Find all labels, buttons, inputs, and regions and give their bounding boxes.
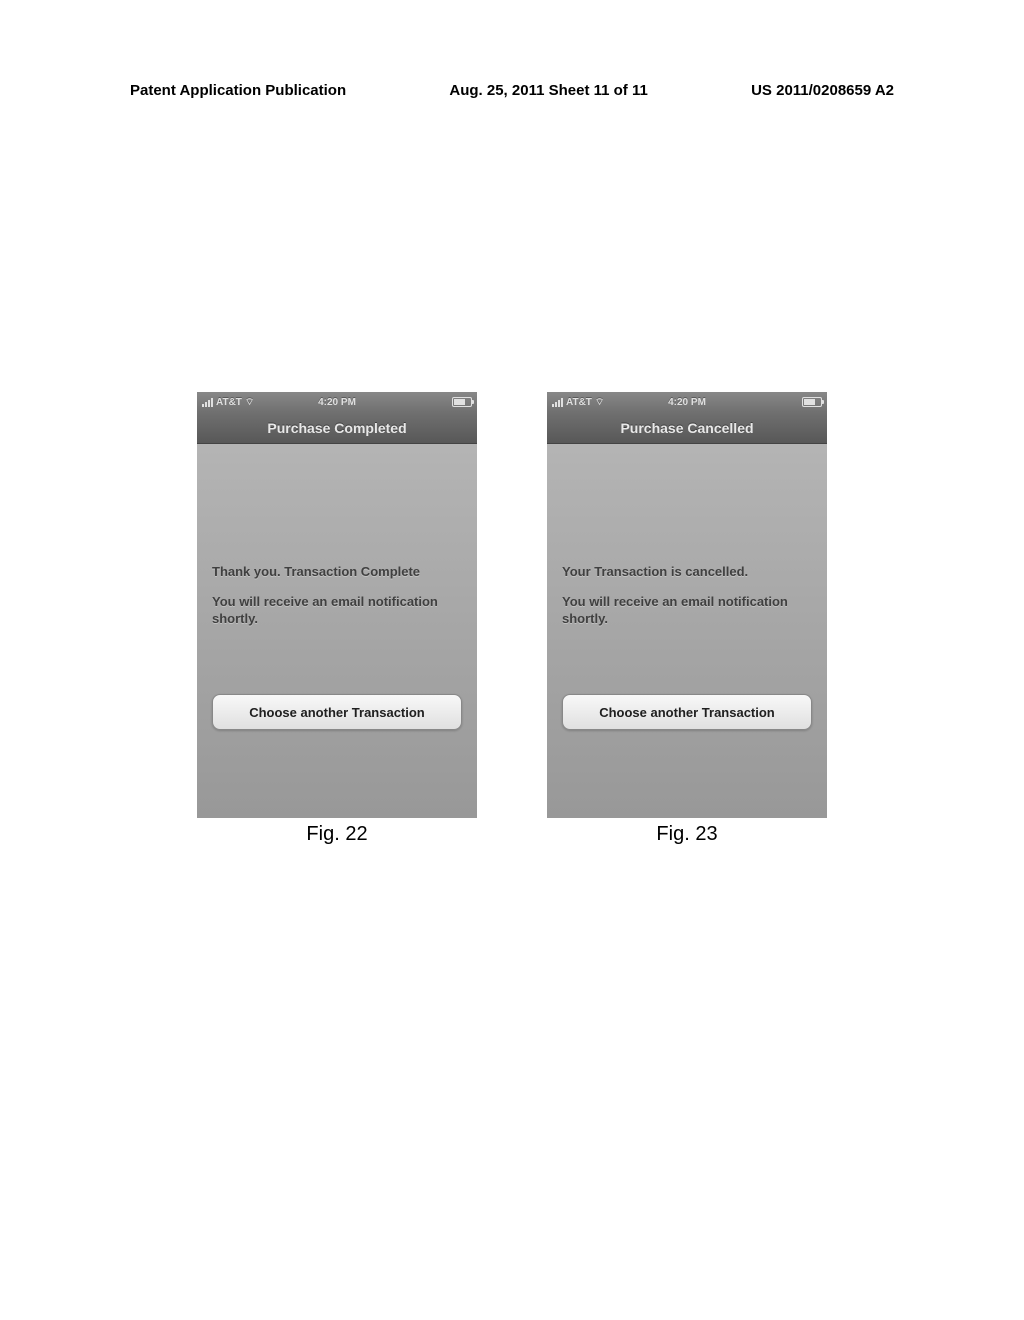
screen-wrapper-cancelled: AT&T ⌔ 4:20 PM Purchase Cancelled Your T… xyxy=(547,392,827,846)
carrier-label: AT&T xyxy=(216,397,242,408)
phone-screen-completed: AT&T ⌔ 4:20 PM Purchase Completed Thank … xyxy=(197,392,477,818)
content-area: Thank you. Transaction Complete You will… xyxy=(197,444,477,818)
carrier-label: AT&T xyxy=(566,397,592,408)
wifi-icon: ⌔ xyxy=(245,396,254,409)
message-secondary: You will receive an email notification s… xyxy=(212,594,462,628)
signal-icon xyxy=(552,398,563,407)
choose-transaction-button[interactable]: Choose another Transaction xyxy=(562,694,812,730)
message-primary: Your Transaction is cancelled. xyxy=(562,564,812,579)
figure-label: Fig. 23 xyxy=(656,823,717,846)
screen-wrapper-completed: AT&T ⌔ 4:20 PM Purchase Completed Thank … xyxy=(197,392,477,846)
message-secondary: You will receive an email notification s… xyxy=(562,594,812,628)
message-primary: Thank you. Transaction Complete xyxy=(212,564,462,579)
choose-transaction-button[interactable]: Choose another Transaction xyxy=(212,694,462,730)
status-right xyxy=(802,397,822,407)
time-label: 4:20 PM xyxy=(668,397,706,408)
sheet-number: Sheet 11 of 11 xyxy=(549,82,648,99)
status-left: AT&T ⌔ xyxy=(552,396,604,409)
publication-label: Patent Application Publication xyxy=(130,82,346,99)
status-left: AT&T ⌔ xyxy=(202,396,254,409)
status-bar: AT&T ⌔ 4:20 PM xyxy=(547,392,827,412)
content-area: Your Transaction is cancelled. You will … xyxy=(547,444,827,818)
wifi-icon: ⌔ xyxy=(595,396,604,409)
battery-icon xyxy=(452,397,472,407)
pub-date: Aug. 25, 2011 xyxy=(449,82,544,99)
battery-icon xyxy=(802,397,822,407)
status-right xyxy=(452,397,472,407)
screens-container: AT&T ⌔ 4:20 PM Purchase Completed Thank … xyxy=(0,392,1024,846)
title-bar: Purchase Cancelled xyxy=(547,412,827,444)
title-text: Purchase Completed xyxy=(267,420,406,436)
page-header: Patent Application Publication Aug. 25, … xyxy=(130,82,894,99)
title-text: Purchase Cancelled xyxy=(620,420,753,436)
date-sheet-label: Aug. 25, 2011 Sheet 11 of 11 xyxy=(449,82,647,99)
status-bar: AT&T ⌔ 4:20 PM xyxy=(197,392,477,412)
figure-label: Fig. 22 xyxy=(306,823,367,846)
time-label: 4:20 PM xyxy=(318,397,356,408)
phone-screen-cancelled: AT&T ⌔ 4:20 PM Purchase Cancelled Your T… xyxy=(547,392,827,818)
document-number: US 2011/0208659 A2 xyxy=(751,82,894,99)
title-bar: Purchase Completed xyxy=(197,412,477,444)
signal-icon xyxy=(202,398,213,407)
